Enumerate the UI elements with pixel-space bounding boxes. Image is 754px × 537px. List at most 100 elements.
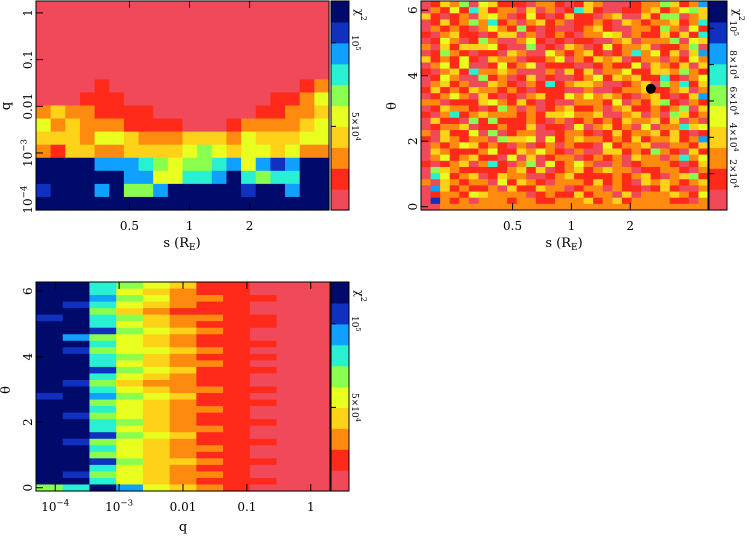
heatmap-cell: [497, 50, 508, 57]
heatmap-cell: [303, 295, 331, 303]
heatmap-cell: [564, 160, 575, 168]
heatmap-cell: [50, 118, 66, 133]
heatmap-cell: [116, 360, 144, 368]
heatmap-cell: [497, 142, 508, 150]
heatmap-cell: [669, 13, 680, 21]
heatmap-cell: [449, 31, 460, 39]
heatmap-cell: [249, 464, 278, 473]
heatmap-cell: [270, 144, 286, 159]
heatmap-cell: [196, 288, 224, 296]
heatmap-cell: [36, 170, 52, 185]
heatmap-cell: [123, 131, 140, 146]
heatmap-cell: [169, 334, 197, 342]
heatmap-cell: [116, 327, 144, 335]
heatmap-cell: [89, 451, 117, 459]
heatmap-cell: [449, 179, 460, 187]
heatmap-cell: [440, 136, 451, 143]
heatmap-cell: [564, 105, 575, 113]
heatmap-cell: [574, 7, 585, 14]
heatmap-cell: [314, 79, 330, 94]
heatmap-cell: [276, 425, 304, 433]
heatmap-cell: [303, 379, 331, 388]
heatmap-cell: [197, 105, 213, 120]
colorbar-band: [331, 344, 349, 367]
heatmap-cell: [89, 314, 117, 322]
x-axis-ticks: 0.5 1 2: [120, 1, 253, 233]
heatmap-cell: [507, 154, 518, 162]
heatmap-cell: [526, 25, 537, 33]
heatmap-cell: [526, 105, 537, 113]
heatmap-cell: [621, 197, 633, 205]
heatmap-cell: [554, 160, 566, 168]
heatmap-cell: [631, 111, 642, 119]
heatmap-cell: [507, 136, 518, 143]
y-axis-label: q: [0, 102, 14, 110]
heatmap-cell: [554, 37, 566, 45]
heatmap-cell: [612, 25, 623, 33]
heatmap-cell: [89, 471, 117, 479]
heatmap-cell: [421, 87, 432, 94]
heatmap-cell: [223, 458, 251, 466]
heatmap-cell: [421, 62, 432, 70]
heatmap-cell: [459, 136, 470, 143]
heatmap-cell: [109, 183, 125, 198]
heatmap-cell: [94, 157, 110, 172]
plot-frame: [35, 0, 330, 211]
heatmap-cell: [669, 25, 680, 33]
heatmap-cell: [196, 399, 224, 407]
heatmap-cell: [641, 99, 652, 107]
heatmap-cell: [303, 327, 331, 335]
heatmap-cell: [545, 130, 556, 137]
heatmap-cell: [440, 74, 451, 82]
heatmap-cell: [430, 50, 441, 57]
heatmap-cell: [602, 160, 613, 168]
heatmap-cell: [593, 123, 604, 131]
heatmap-cell: [478, 44, 489, 51]
heatmap-cell: [478, 37, 489, 45]
heatmap-cell: [535, 148, 546, 156]
heatmap-cell: [142, 432, 171, 440]
heatmap-cell: [535, 31, 546, 39]
heatmap-cell: [430, 160, 441, 168]
heatmap-cell: [507, 99, 518, 107]
heatmap-cell: [303, 366, 331, 375]
heatmap-cell: [196, 419, 224, 427]
heatmap-cell: [421, 31, 432, 39]
heatmap-cell: [574, 44, 585, 51]
heatmap-cell: [554, 19, 566, 27]
heatmap-cell: [211, 157, 228, 172]
heatmap-cell: [249, 458, 278, 466]
heatmap-cell: [270, 170, 286, 185]
heatmap-cell: [650, 130, 661, 137]
heatmap-cell: [167, 131, 184, 146]
heatmap-cell: [602, 62, 613, 70]
colorbar-label: χ2: [353, 9, 368, 21]
heatmap-cell: [621, 68, 633, 76]
heatmap-cell: [142, 308, 171, 316]
heatmap-cell: [621, 142, 633, 150]
heatmap-cell: [554, 191, 566, 199]
heatmap-cell: [196, 282, 224, 290]
heatmap-cell: [196, 314, 224, 322]
heatmap-cell: [223, 393, 251, 401]
heatmap-cell: [62, 308, 91, 316]
heatmap-cell: [89, 484, 117, 492]
heatmap-cell: [679, 62, 690, 70]
heatmap-cell: [688, 37, 700, 45]
heatmap-cell: [116, 399, 144, 407]
heatmap-cell: [276, 406, 304, 414]
heatmap-cell: [593, 25, 604, 33]
heatmap-cell: [535, 62, 546, 70]
heatmap-cell: [574, 25, 585, 33]
heatmap-cell: [50, 40, 66, 54]
heatmap-cell: [507, 31, 518, 39]
x-tick-label: 0.5: [503, 219, 522, 233]
heatmap-cell: [89, 419, 117, 427]
heatmap-cell: [182, 196, 198, 211]
heatmap-cell: [285, 157, 301, 172]
heatmap-cell: [526, 179, 537, 187]
heatmap-cell: [468, 166, 479, 174]
heatmap-cell: [153, 40, 169, 54]
heatmap-cell: [688, 136, 700, 143]
heatmap-cell: [612, 80, 623, 88]
